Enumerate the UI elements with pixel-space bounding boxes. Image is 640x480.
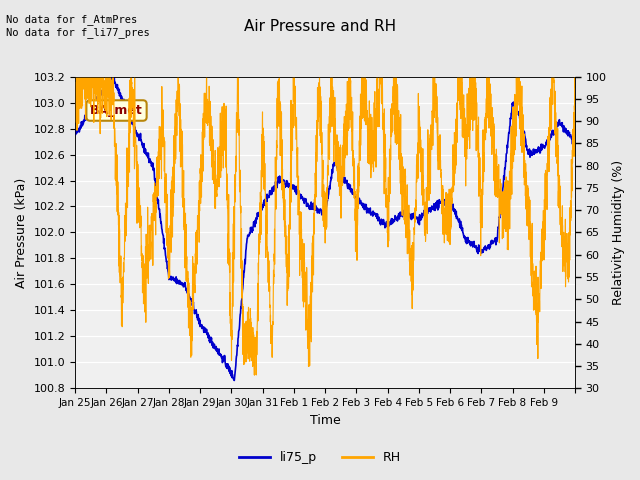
Text: Air Pressure and RH: Air Pressure and RH	[244, 19, 396, 34]
Y-axis label: Relativity Humidity (%): Relativity Humidity (%)	[612, 160, 625, 305]
Text: BA_met: BA_met	[90, 104, 143, 117]
Legend: li75_p, RH: li75_p, RH	[234, 446, 406, 469]
X-axis label: Time: Time	[310, 414, 340, 427]
Text: No data for f_AtmPres
No data for f_li77_pres: No data for f_AtmPres No data for f_li77…	[6, 14, 150, 38]
Y-axis label: Air Pressure (kPa): Air Pressure (kPa)	[15, 177, 28, 288]
